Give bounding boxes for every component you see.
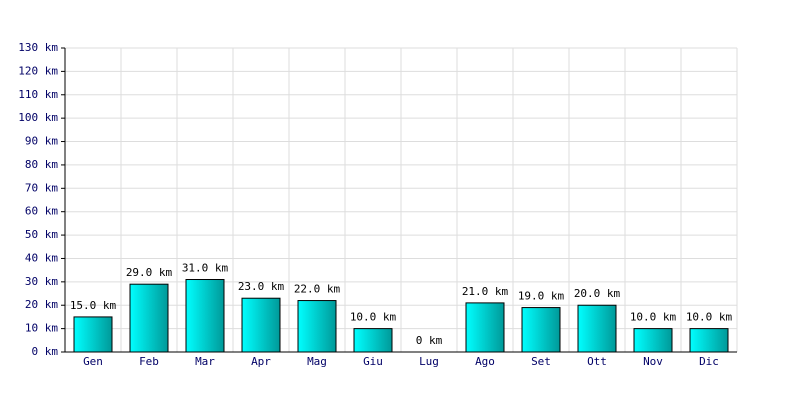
y-tick-label: 10 km [25, 322, 58, 335]
y-tick-label: 120 km [18, 64, 58, 77]
x-tick-label: Gen [83, 355, 103, 368]
y-tick-label: 110 km [18, 88, 58, 101]
value-label: 0 km [416, 334, 443, 347]
x-tick-label: Dic [699, 355, 719, 368]
x-tick-label: Ott [587, 355, 607, 368]
y-tick-label: 30 km [25, 275, 58, 288]
bar [297, 300, 337, 353]
bar [521, 307, 561, 353]
x-tick-label: Lug [419, 355, 439, 368]
bar [129, 283, 169, 353]
y-tick-label: 0 km [32, 345, 59, 358]
y-tick-label: 20 km [25, 298, 58, 311]
bar [465, 302, 505, 353]
y-tick-label: 40 km [25, 251, 58, 264]
y-tick-label: 90 km [25, 135, 58, 148]
bar [633, 328, 673, 353]
y-tick-label: 130 km [18, 41, 58, 54]
value-label: 29.0 km [126, 266, 173, 279]
value-label: 20.0 km [574, 287, 621, 300]
value-label: 21.0 km [462, 285, 509, 298]
value-label: 31.0 km [182, 262, 229, 275]
x-tick-label: Mar [195, 355, 215, 368]
y-tick-label: 70 km [25, 181, 58, 194]
value-label: 10.0 km [686, 311, 733, 324]
x-tick-label: Mag [307, 355, 327, 368]
x-tick-label: Nov [643, 355, 663, 368]
value-label: 22.0 km [294, 283, 341, 296]
y-tick-label: 60 km [25, 205, 58, 218]
value-label: 15.0 km [70, 299, 117, 312]
bar [689, 328, 729, 353]
x-tick-label: Ago [475, 355, 495, 368]
value-label: 19.0 km [518, 290, 565, 303]
bar [185, 279, 225, 353]
bar [577, 304, 617, 353]
y-tick-label: 100 km [18, 111, 58, 124]
x-tick-label: Feb [139, 355, 159, 368]
y-tick-label: 50 km [25, 228, 58, 241]
x-tick-label: Giu [363, 355, 383, 368]
bar [73, 316, 113, 353]
value-label: 23.0 km [238, 280, 285, 293]
value-label: 10.0 km [350, 311, 397, 324]
x-tick-label: Apr [251, 355, 271, 368]
bar [353, 328, 393, 353]
x-tick-label: Set [531, 355, 551, 368]
bar [241, 297, 281, 353]
y-tick-label: 80 km [25, 158, 58, 171]
value-label: 10.0 km [630, 311, 677, 324]
